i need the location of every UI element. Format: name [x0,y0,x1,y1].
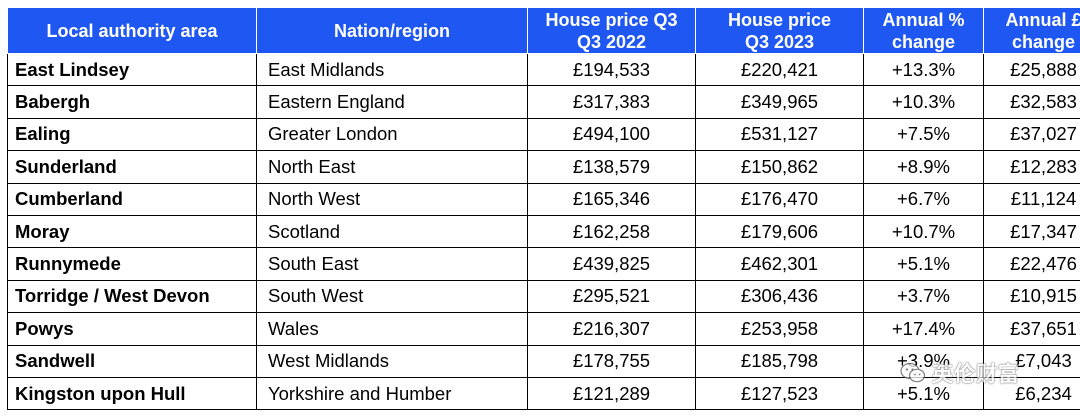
table-row: Ealing Greater London £494,100 £531,127 +7.5… [7,117,1080,152]
col-header-region: Nation/region [256,7,528,54]
col-header-pct-change: Annual % change [863,7,984,54]
cell-price-2022: £165,346 [527,182,696,216]
table-body: East Lindsey East Midlands £194,533 £220,42… [7,52,1080,411]
cell-region: North West [256,182,528,216]
table-row: Runnymede South East £439,825 £462,301 +5.1%… [7,247,1080,281]
cell-gbp-change: £17,347 [983,214,1080,249]
table-row: East Lindsey East Midlands £194,533 £220,42… [7,52,1080,87]
cell-price-2022: £138,579 [527,150,696,184]
cell-pct-change: +10.3% [863,85,984,119]
cell-area: Babergh [7,85,257,119]
cell-price-2023: £531,127 [695,117,864,152]
header-line: Q3 2023 [744,31,815,52]
cell-price-2023: £306,436 [695,279,864,314]
watermark: 英伦财富 [900,358,1020,388]
cell-gbp-change: £32,583 [983,85,1080,119]
col-header-price-2022: House price Q3 Q3 2022 [527,7,696,54]
cell-price-2022: £317,383 [527,85,696,119]
table-row: Cumberland North West £165,346 £176,470 +6.7… [7,182,1080,216]
cell-region: North East [256,150,528,184]
cell-gbp-change: £6,234 [983,376,1080,411]
header-line: House price Q3 [545,9,678,30]
cell-gbp-change: £37,651 [983,312,1080,346]
cell-price-2022: £439,825 [527,247,696,281]
cell-gbp-change: £25,888 [983,52,1080,87]
cell-area: Powys [7,312,257,346]
header-row: Local authority area Nation/region House… [7,7,1080,54]
header-line: change [1011,31,1076,52]
cell-pct-change: +5.1% [863,247,984,281]
cell-area: Moray [7,214,257,249]
cell-region: Yorkshire and Humber [256,376,528,411]
cell-area: Runnymede [7,247,257,281]
cell-gbp-change: £22,476 [983,247,1080,281]
cell-region: West Midlands [256,344,528,378]
header-line: House price [727,9,832,30]
cell-price-2023: £462,301 [695,247,864,281]
cell-region: Eastern England [256,85,528,119]
header-line: Local authority area [46,20,218,41]
table-row: Sandwell West Midlands £178,755 £185,798 +3.… [7,344,1080,378]
cell-pct-change: +13.3% [863,52,984,87]
cell-gbp-change: £10,915 [983,279,1080,314]
cell-region: South West [256,279,528,314]
cell-area: Sunderland [7,150,257,184]
cell-price-2022: £194,533 [527,52,696,87]
cell-price-2022: £494,100 [527,117,696,152]
cell-gbp-change: £12,283 [983,150,1080,184]
cell-price-2023: £253,958 [695,312,864,346]
cell-gbp-change: £11,124 [983,182,1080,216]
cell-price-2023: £127,523 [695,376,864,411]
cell-area: Cumberland [7,182,257,216]
cell-price-2022: £178,755 [527,344,696,378]
cell-price-2022: £295,521 [527,279,696,314]
cell-area: East Lindsey [7,52,257,87]
cell-price-2023: £349,965 [695,85,864,119]
cell-pct-change: +7.5% [863,117,984,152]
cell-region: South East [256,247,528,281]
table-row: Moray Scotland £162,258 £179,606 +10.7% £17,3… [7,214,1080,249]
table-row: Babergh Eastern England £317,383 £349,965 +1… [7,85,1080,119]
cell-area: Torridge / West Devon [7,279,257,314]
house-price-table-container: Local authority area Nation/region House… [7,7,1080,411]
wechat-icon [900,362,926,384]
header-line: Annual £ [1005,9,1080,30]
cell-price-2023: £220,421 [695,52,864,87]
cell-pct-change: +8.9% [863,150,984,184]
header-line: change [891,31,956,52]
cell-price-2022: £121,289 [527,376,696,411]
cell-area: Ealing [7,117,257,152]
header-line: Annual % [882,9,965,30]
cell-price-2022: £216,307 [527,312,696,346]
cell-pct-change: +6.7% [863,182,984,216]
table-row: Kingston upon Hull Yorkshire and Humber £1… [7,376,1080,411]
col-header-area: Local authority area [7,7,257,54]
table-row: Torridge / West Devon South West £295,521 £… [7,279,1080,314]
table-row: Powys Wales £216,307 £253,958 +17.4% £37,651 [7,312,1080,346]
cell-area: Kingston upon Hull [7,376,257,411]
cell-price-2023: £176,470 [695,182,864,216]
table-row: Sunderland North East £138,579 £150,862 +8.9… [7,150,1080,184]
house-price-table: Local authority area Nation/region House… [7,7,1080,411]
header-line: Q3 2022 [576,31,647,52]
cell-pct-change: +17.4% [863,312,984,346]
cell-pct-change: +3.7% [863,279,984,314]
cell-pct-change: +10.7% [863,214,984,249]
col-header-price-2023: House price Q3 2023 [695,7,864,54]
cell-region: Greater London [256,117,528,152]
cell-region: Wales [256,312,528,346]
cell-area: Sandwell [7,344,257,378]
cell-region: Scotland [256,214,528,249]
cell-price-2023: £150,862 [695,150,864,184]
watermark-text: 英伦财富 [932,362,1020,386]
cell-price-2022: £162,258 [527,214,696,249]
col-header-gbp-change: Annual £ change [983,7,1080,54]
header-line: Nation/region [334,20,450,41]
cell-region: East Midlands [256,52,528,87]
cell-price-2023: £179,606 [695,214,864,249]
cell-gbp-change: £37,027 [983,117,1080,152]
cell-price-2023: £185,798 [695,344,864,378]
